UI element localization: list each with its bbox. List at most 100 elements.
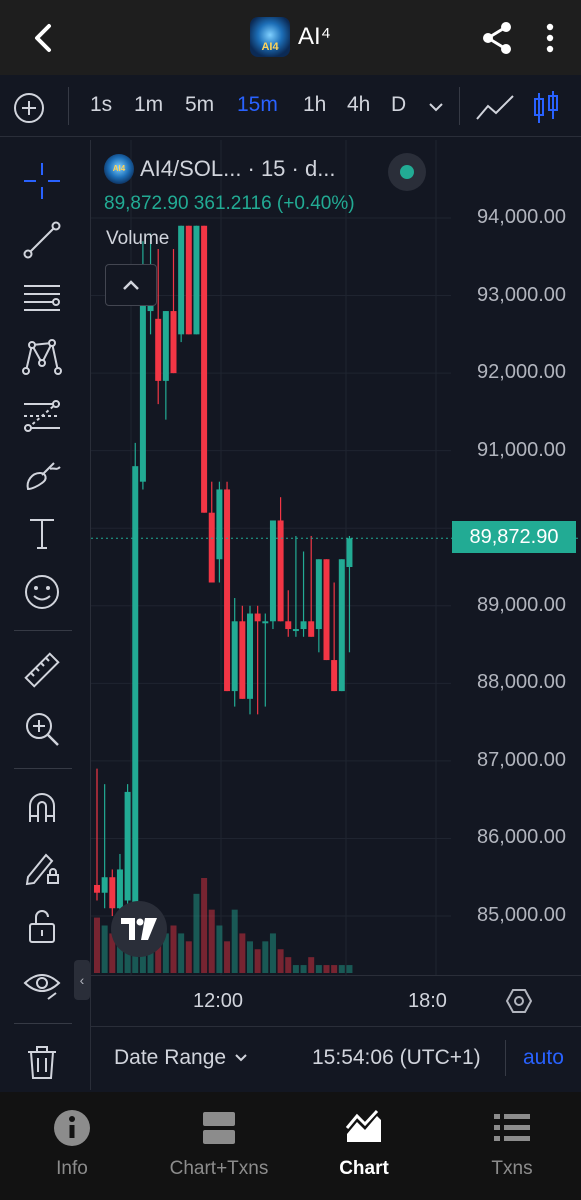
symbol-logo: AI4 xyxy=(104,154,134,184)
magnet-tool[interactable] xyxy=(18,784,66,832)
price-axis-label: 92,000.00 xyxy=(477,361,566,384)
chevron-left-icon xyxy=(35,24,51,52)
candle-body xyxy=(170,311,177,374)
volume-bar xyxy=(254,949,261,973)
volume-bar xyxy=(116,941,123,973)
nav-chart-txns-label: Chart+Txns xyxy=(169,1158,269,1179)
crosshair-tool[interactable] xyxy=(18,157,66,205)
lock-drawings-tool[interactable] xyxy=(18,843,66,891)
candle-body xyxy=(139,280,146,482)
candle-body xyxy=(323,559,330,661)
nav-chart-txns[interactable]: Chart+Txns xyxy=(160,1092,278,1200)
back-button[interactable] xyxy=(24,18,64,58)
volume-bar xyxy=(300,965,307,973)
candle-body xyxy=(346,538,353,567)
volume-bar xyxy=(315,965,322,973)
visibility-tool[interactable] xyxy=(18,961,66,1009)
app-header: AI4 AI⁴ xyxy=(0,0,581,75)
chart-type-line-button[interactable] xyxy=(474,91,516,125)
timeframe-dropdown[interactable] xyxy=(426,97,446,117)
crosshair-icon xyxy=(24,163,60,199)
brush-tool[interactable] xyxy=(18,451,66,499)
plus-circle-icon xyxy=(14,93,44,123)
chevron-up-icon xyxy=(123,280,139,290)
volume-bar xyxy=(170,925,177,973)
volume-bar xyxy=(308,957,315,973)
symbol-legend[interactable]: AI4 AI4/SOL... · 15 · d... xyxy=(104,154,336,184)
toggle-toolbar-button[interactable]: ‹ xyxy=(74,960,90,1000)
measure-tool[interactable] xyxy=(18,646,66,694)
date-range-label: Date Range xyxy=(114,1046,227,1069)
pattern-tool[interactable] xyxy=(18,333,66,381)
delete-drawings-tool[interactable] xyxy=(18,1038,66,1086)
fib-retracement-icon xyxy=(24,400,60,432)
emoji-tool[interactable] xyxy=(18,568,66,616)
candle-body xyxy=(338,559,345,692)
chart-footer xyxy=(91,1026,581,1090)
collapse-legend-button[interactable] xyxy=(105,264,157,306)
chart-panel[interactable] xyxy=(90,140,581,1090)
price-axis-label: 89,000.00 xyxy=(477,593,566,616)
volume-bar xyxy=(185,941,192,973)
timeframe-4h[interactable]: 4h xyxy=(347,93,371,116)
volume-bar xyxy=(178,933,185,973)
timeframe-5m[interactable]: 5m xyxy=(185,93,215,116)
timeframe-15m[interactable]: 15m xyxy=(237,93,278,116)
candle-body xyxy=(247,613,253,699)
timeframe-d[interactable]: D xyxy=(391,93,407,116)
candle-body xyxy=(216,489,223,560)
date-range-button[interactable]: Date Range xyxy=(114,1046,248,1070)
ruler-icon xyxy=(24,652,60,688)
candle-body xyxy=(285,621,292,630)
volume-bar xyxy=(231,909,238,973)
timeframe-1s[interactable]: 1s xyxy=(90,93,113,116)
clock-timezone[interactable]: 15:54:06 (UTC+1) xyxy=(312,1046,481,1069)
price-chart[interactable] xyxy=(91,140,581,975)
current-price-tag: 89,872.90 xyxy=(452,521,576,553)
volume-bar xyxy=(285,957,292,973)
tradingview-icon xyxy=(121,918,157,940)
candle-body xyxy=(132,466,139,909)
tradingview-logo[interactable] xyxy=(111,901,167,957)
price-axis-label: 86,000.00 xyxy=(477,826,566,849)
symbol-interval: · 15 · d... xyxy=(247,156,336,181)
text-tool[interactable] xyxy=(18,510,66,558)
more-button[interactable] xyxy=(538,18,562,58)
candle-body xyxy=(109,877,116,909)
timeframe-1h[interactable]: 1h xyxy=(303,93,327,116)
status-dot-icon xyxy=(400,165,414,179)
toolbar-divider xyxy=(459,87,460,125)
candle-body xyxy=(231,621,238,692)
trend-line-tool[interactable] xyxy=(18,216,66,264)
volume-bar xyxy=(346,965,353,973)
share-button[interactable] xyxy=(478,18,518,58)
pencil-lock-icon xyxy=(25,853,59,886)
volume-bar xyxy=(224,941,231,973)
volume-bar xyxy=(101,925,108,973)
volume-bar xyxy=(338,965,345,973)
nav-txns[interactable]: Txns xyxy=(470,1092,554,1200)
horizontal-lines-tool[interactable] xyxy=(18,274,66,322)
volume-bar xyxy=(155,933,162,973)
candle-body xyxy=(331,660,338,692)
time-label: 12:00 xyxy=(193,990,244,1012)
candle-body xyxy=(162,311,169,381)
timeframe-toolbar: 1s 1m 5m 15m 1h 4h D xyxy=(0,75,581,137)
add-indicator-button[interactable] xyxy=(12,91,46,125)
settings-icon xyxy=(505,989,533,1013)
trash-icon xyxy=(28,1046,56,1079)
volume-bar xyxy=(147,941,154,973)
zoom-tool[interactable] xyxy=(18,705,66,753)
volume-bar xyxy=(201,878,208,973)
auto-scale-button[interactable]: auto xyxy=(523,1046,564,1069)
chart-type-candle-button[interactable] xyxy=(530,89,562,127)
timeframe-1m[interactable]: 1m xyxy=(134,93,164,116)
market-status[interactable] xyxy=(388,153,426,191)
forecast-tool[interactable] xyxy=(18,392,66,440)
candle-body xyxy=(277,520,284,622)
nav-info[interactable]: Info xyxy=(30,1092,114,1200)
nav-chart[interactable]: Chart xyxy=(322,1092,406,1200)
chart-settings-button[interactable] xyxy=(505,988,533,1014)
candle-body xyxy=(224,489,231,692)
unlock-tool[interactable] xyxy=(18,902,66,950)
